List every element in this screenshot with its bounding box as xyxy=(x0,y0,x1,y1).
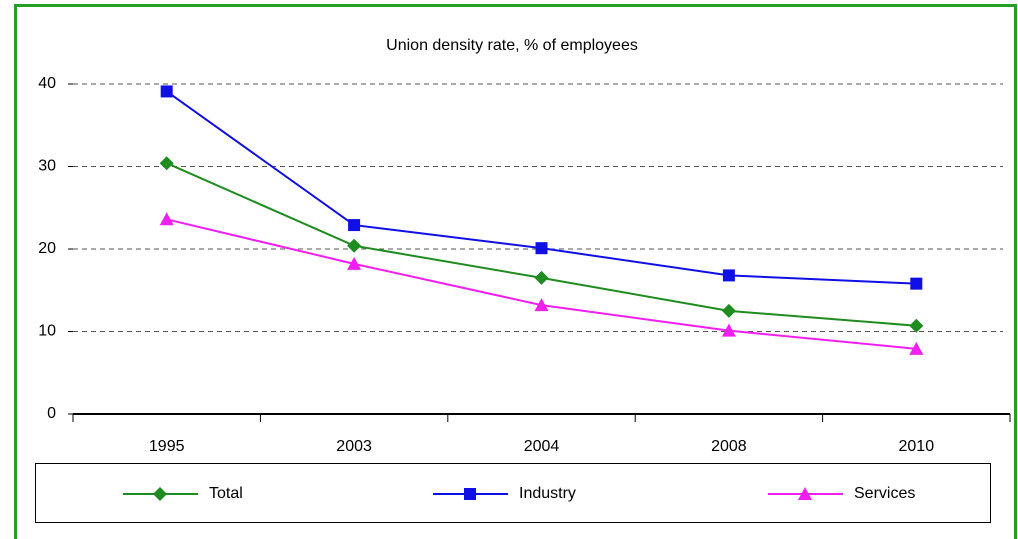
legend-label: Industry xyxy=(519,485,576,502)
legend-marker xyxy=(798,487,812,500)
marker xyxy=(534,270,549,285)
marker xyxy=(159,156,174,171)
marker xyxy=(535,242,548,255)
x-tick-label: 2003 xyxy=(336,438,372,455)
marker xyxy=(909,318,924,333)
chart-title: Union density rate, % of employees xyxy=(386,37,638,54)
marker xyxy=(347,256,362,270)
x-tick-label: 1995 xyxy=(149,438,185,455)
marker xyxy=(160,85,173,98)
marker xyxy=(910,277,923,290)
x-tick-label: 2008 xyxy=(711,438,747,455)
frame xyxy=(14,4,1017,539)
legend-label: Total xyxy=(209,485,243,502)
marker xyxy=(721,323,736,337)
marker xyxy=(348,219,361,232)
marker xyxy=(909,341,924,355)
marker xyxy=(534,298,549,312)
y-tick-label: 20 xyxy=(38,240,56,257)
marker xyxy=(722,269,735,282)
y-tick-label: 0 xyxy=(47,405,56,422)
legend-marker xyxy=(464,488,476,500)
y-tick-label: 30 xyxy=(38,158,56,175)
x-tick-label: 2004 xyxy=(524,438,560,455)
x-tick-label: 2010 xyxy=(899,438,935,455)
legend-marker xyxy=(153,487,167,501)
y-tick-label: 40 xyxy=(38,75,56,92)
marker xyxy=(159,212,174,226)
marker xyxy=(721,303,736,318)
y-tick-label: 10 xyxy=(38,323,56,340)
legend-label: Services xyxy=(854,485,915,502)
marker xyxy=(347,238,362,253)
